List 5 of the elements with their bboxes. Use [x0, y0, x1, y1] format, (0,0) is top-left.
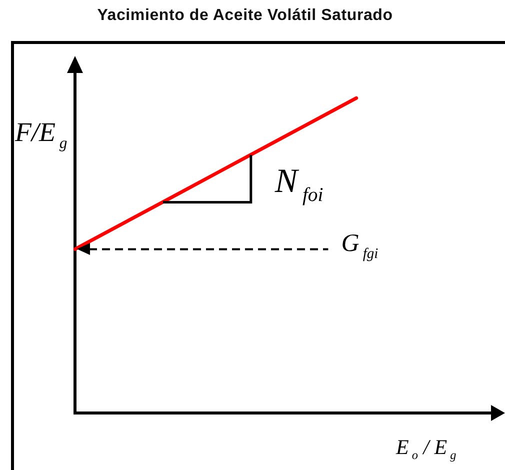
chart-title: Yacimiento de Aceite Volátil Saturado — [96, 7, 394, 25]
y-axis-title: F/E$_{g}$ — [15, 117, 68, 152]
ref-line-label: G$_{fgi}$ — [341, 230, 378, 263]
x-axis-title: E$_{o}$ / E$_{g}$ — [396, 435, 456, 463]
annotation: N$_{foi}$ — [274, 162, 324, 206]
